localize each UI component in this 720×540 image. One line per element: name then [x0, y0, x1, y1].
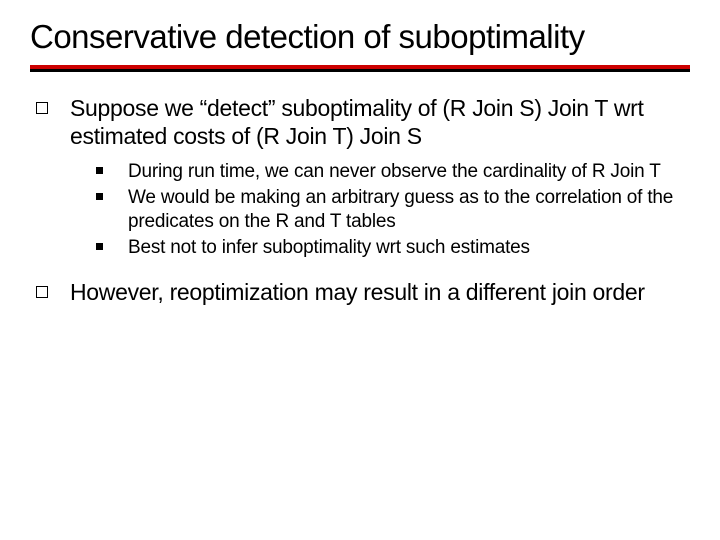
bullet-text: Suppose we “detect” suboptimality of (R … [70, 94, 690, 150]
square-outline-icon [36, 102, 48, 114]
bullet-level2: Best not to infer suboptimality wrt such… [96, 236, 690, 260]
bullet-marker-outline [36, 94, 70, 150]
square-outline-icon [36, 286, 48, 298]
bullet-marker-solid [96, 186, 128, 234]
square-solid-icon [96, 193, 103, 200]
bullet-marker-solid [96, 236, 128, 260]
square-solid-icon [96, 243, 103, 250]
bullet-level2: We would be making an arbitrary guess as… [96, 186, 690, 234]
bullet-marker-solid [96, 160, 128, 184]
slide: Conservative detection of suboptimality … [0, 0, 720, 540]
slide-body: Suppose we “detect” suboptimality of (R … [30, 94, 690, 306]
bullet-level1: However, reoptimization may result in a … [36, 278, 690, 306]
title-rule [30, 65, 690, 72]
square-solid-icon [96, 167, 103, 174]
bullet-level1: Suppose we “detect” suboptimality of (R … [36, 94, 690, 150]
bullet-text: We would be making an arbitrary guess as… [128, 186, 690, 234]
sublist: During run time, we can never observe th… [96, 160, 690, 260]
bullet-text: During run time, we can never observe th… [128, 160, 661, 184]
bullet-level2: During run time, we can never observe th… [96, 160, 690, 184]
bullet-marker-outline [36, 278, 70, 306]
bullet-text: However, reoptimization may result in a … [70, 278, 645, 306]
bullet-text: Best not to infer suboptimality wrt such… [128, 236, 530, 260]
rule-bottom [30, 69, 690, 72]
slide-title: Conservative detection of suboptimality [30, 18, 690, 57]
